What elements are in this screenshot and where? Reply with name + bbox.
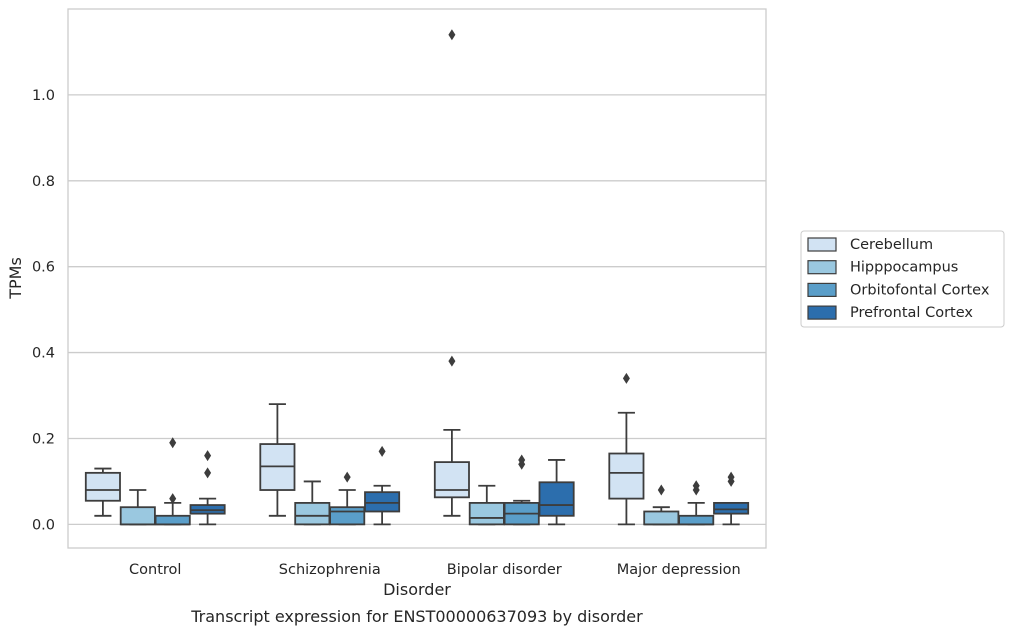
box-group <box>678 480 715 526</box>
box-group <box>154 437 191 526</box>
box-iqr <box>84 471 121 502</box>
x-axis-label: Disorder <box>383 580 451 599</box>
box-group <box>538 459 575 526</box>
plot-frame <box>67 8 767 549</box>
outlier-point <box>204 467 212 479</box>
y-axis-ticks: 0.0 0.2 0.4 0.6 0.8 1.0 <box>32 88 55 533</box>
legend-label: Orbitofontal Cortex <box>850 282 990 298</box>
box-iqr <box>364 491 401 513</box>
outlier-point <box>343 471 351 483</box>
box-group <box>259 403 296 517</box>
chart-caption: Transcript expression for ENST0000063709… <box>190 607 643 626</box>
y-tick-label: 1.0 <box>32 88 55 104</box>
box-iqr <box>608 452 645 500</box>
x-tick-label: Bipolar disorder <box>447 562 562 578</box>
outlier-point <box>692 480 700 492</box>
legend: Cerebellum Hipppocampus Orbitofontal Corte… <box>800 230 1005 328</box>
x-axis-ticks: Control Schizophrenia Bipolar disorder Majo… <box>129 562 741 578</box>
box-group <box>713 471 750 526</box>
x-tick-label: Schizophrenia <box>279 562 381 578</box>
outlier-point <box>169 437 177 449</box>
box-group <box>84 467 121 517</box>
legend-swatch <box>807 305 837 320</box>
outlier-point <box>448 29 456 41</box>
box-group <box>433 29 470 517</box>
box-iqr <box>538 481 575 517</box>
y-tick-label: 0.0 <box>32 517 55 533</box>
box-iqr <box>294 502 331 526</box>
x-tick-label: Control <box>129 562 181 578</box>
outlier-point <box>622 372 630 384</box>
box-iqr <box>643 510 680 526</box>
box-iqr <box>678 514 715 526</box>
outlier-point <box>727 471 735 483</box>
box-iqr <box>119 506 156 526</box>
box-iqr <box>468 502 505 526</box>
box-iqr <box>433 461 470 499</box>
box-group <box>468 484 505 526</box>
y-tick-label: 0.2 <box>32 431 55 447</box>
legend-label: Prefrontal Cortex <box>850 305 973 321</box>
legend-swatch <box>807 237 837 252</box>
box-group <box>364 445 401 526</box>
legend-label: Cerebellum <box>850 237 933 253</box>
box-group <box>503 454 540 526</box>
outlier-point <box>378 445 386 457</box>
box-group <box>329 471 366 526</box>
box-group <box>189 450 226 526</box>
legend-swatch <box>807 282 837 297</box>
legend-label: Hipppocampus <box>850 260 958 276</box>
y-tick-label: 0.8 <box>32 174 55 190</box>
outlier-point <box>448 355 456 367</box>
box-iqr <box>329 506 366 526</box>
plot-area <box>68 9 766 548</box>
y-tick-label: 0.6 <box>32 260 55 276</box>
legend-frame <box>800 230 1005 328</box>
legend-swatch <box>807 260 837 275</box>
box-group <box>608 372 645 526</box>
outlier-point <box>657 484 665 496</box>
outlier-point <box>169 493 177 505</box>
y-tick-label: 0.4 <box>32 346 55 362</box>
box-iqr <box>713 502 750 515</box>
x-tick-label: Major depression <box>617 562 741 578</box>
outlier-point <box>204 450 212 462</box>
outlier-point <box>518 454 526 466</box>
y-axis-label: TPMs <box>6 257 25 300</box>
box-iqr <box>154 514 191 526</box>
box-groups <box>84 29 750 526</box>
